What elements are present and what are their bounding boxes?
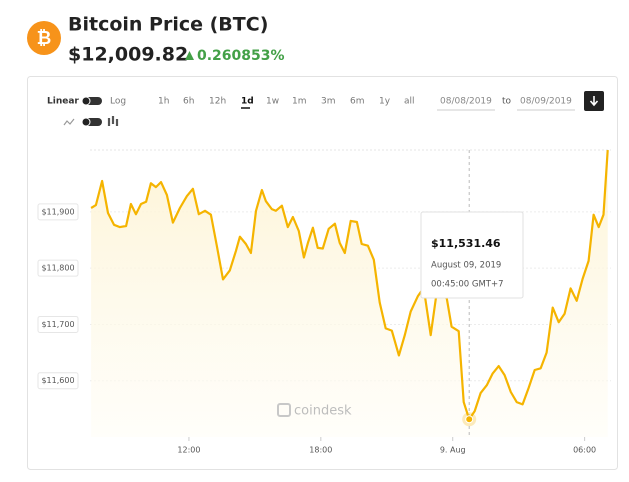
date-from[interactable]: 08/08/2019	[440, 97, 492, 107]
date-to-label: to	[502, 97, 512, 107]
change: 0.260853%	[197, 48, 285, 64]
line-icon[interactable]	[63, 118, 75, 126]
plot: $11,600 $11,700 $11,800 $11,900 12:00 18:00 9.…	[37, 149, 611, 455]
interval-option[interactable]: 1h	[158, 97, 169, 107]
y-tick-box	[37, 259, 79, 277]
y-tick-box	[37, 315, 79, 333]
tooltip-date: August 09, 2019	[431, 261, 501, 271]
x-tick-label: 9. Aug	[440, 446, 466, 455]
x-tick-label: 06:00	[573, 446, 596, 455]
area-fill	[91, 150, 608, 437]
up-arrow	[185, 51, 194, 60]
interval-option[interactable]: 6h	[183, 97, 194, 107]
interval-option[interactable]: 12h	[209, 97, 226, 107]
y-tick-box	[37, 203, 79, 221]
tooltip-time: 00:45:00 GMT+7	[431, 280, 504, 290]
tooltip-value: $11,531.46	[431, 237, 501, 250]
x-tick-label: 18:00	[309, 446, 332, 455]
scale-option[interactable]: Log	[110, 97, 126, 107]
hover-point	[465, 415, 474, 424]
interval-option[interactable]: 1m	[292, 97, 307, 107]
download-icon	[589, 96, 599, 107]
bitcoin-symbol: ₿	[37, 28, 52, 49]
interval-option[interactable]: 1d	[241, 97, 254, 107]
y-tick-label: $11,600	[41, 376, 74, 385]
toggle-knob	[81, 117, 91, 127]
interval-option[interactable]: all	[404, 97, 415, 107]
watermark: coindesk	[294, 404, 352, 419]
interval-option[interactable]: 1w	[266, 97, 279, 107]
controls: Linear Log 1h 6h 12h 1d 1w 1m 3m 6m 1y all 08/08/201…	[47, 91, 604, 127]
date-to[interactable]: 08/09/2019	[520, 97, 572, 107]
scale-option[interactable]: Linear	[47, 97, 79, 107]
toggle-knob	[81, 96, 91, 106]
price-line	[90, 150, 609, 421]
interval-option[interactable]: 6m	[350, 97, 365, 107]
interval-option[interactable]: 3m	[321, 97, 336, 107]
tooltip-box	[420, 211, 524, 299]
y-tick-label: $11,700	[41, 320, 74, 329]
bitcoin-icon	[27, 21, 61, 55]
price: $12,009.82	[68, 44, 188, 66]
candle-icon[interactable]	[107, 116, 119, 126]
watermark-logo	[277, 403, 291, 417]
title: Bitcoin Price (BTC)	[68, 14, 268, 36]
x-tick-label: 12:00	[177, 446, 200, 455]
interval-option[interactable]: 1y	[379, 97, 391, 107]
y-tick-label: $11,900	[41, 207, 74, 216]
y-tick-box	[37, 372, 79, 390]
y-tick-label: $11,800	[41, 264, 74, 273]
